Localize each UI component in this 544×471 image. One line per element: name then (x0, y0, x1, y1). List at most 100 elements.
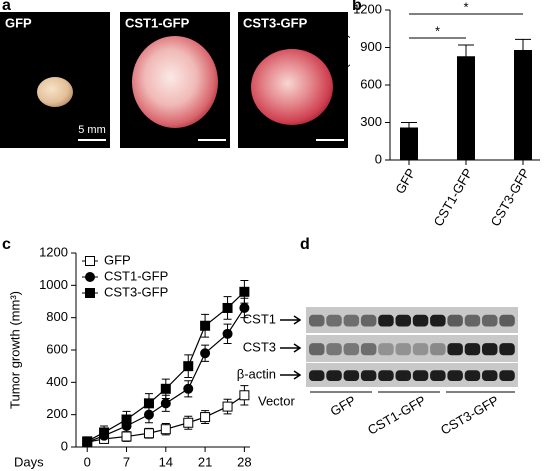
marker (200, 412, 211, 423)
vector-label: Vector (258, 393, 296, 408)
chart: 0 200 400 600 800 1000 1200 Tumor growth (mm³) 0… (7, 244, 251, 469)
y-tick-label: 1200 (39, 244, 68, 259)
y-tick-label: 600 (46, 341, 68, 356)
band (309, 314, 325, 327)
blot-row-label: β-actin (237, 366, 276, 381)
photo-label: CST1-GFP (125, 15, 190, 30)
western-blot: CST1 CST3 β-actin Vector GFP CST1-GFP CS… (237, 307, 518, 438)
marker (183, 417, 194, 428)
y-tick-label: 900 (360, 39, 382, 54)
panel-label: b (352, 0, 362, 14)
photo-label: GFP (5, 15, 32, 30)
band (378, 343, 394, 356)
panel-label: a (2, 0, 11, 14)
x-tick-label: 14 (159, 454, 173, 469)
marker (200, 320, 211, 331)
bar (400, 127, 418, 160)
y-axis-label: Tumor growth (mm³) (7, 291, 22, 409)
band (343, 343, 360, 356)
group-label: GFP (328, 393, 359, 419)
band (378, 370, 394, 381)
band (360, 370, 377, 381)
arrow (280, 315, 302, 325)
panel-label: d (300, 236, 310, 253)
scale-bar-label: 5 mm (78, 124, 106, 136)
band (309, 370, 325, 381)
band (430, 343, 446, 356)
band (309, 343, 325, 356)
y-tick-label: 0 (375, 151, 382, 166)
band (326, 343, 342, 356)
marker (200, 348, 211, 359)
x-tick-label: CST3-GFP (487, 166, 532, 229)
x-tick-label: CST1-GFP (430, 166, 475, 229)
x-tick-label: 21 (198, 454, 212, 469)
band (430, 370, 446, 381)
x-tick-label: 0 (84, 454, 91, 469)
marker (222, 302, 233, 313)
tumor (132, 36, 218, 128)
blot-row-label: CST1 (243, 311, 276, 326)
band (464, 370, 481, 381)
arrow (280, 343, 302, 353)
marker (99, 427, 110, 438)
band (464, 314, 481, 327)
blot-row-label: CST3 (243, 339, 276, 354)
band (395, 343, 411, 356)
band (412, 370, 429, 381)
marker (143, 428, 154, 439)
marker (239, 286, 250, 297)
y-tick-label: 200 (46, 406, 68, 421)
band (378, 314, 394, 327)
y-tick-label: 400 (46, 374, 68, 389)
band (447, 314, 463, 327)
photo-label: CST3-GFP (243, 15, 308, 30)
marker (121, 414, 132, 425)
band (499, 343, 515, 356)
marker (239, 302, 250, 313)
significance-label: * (463, 0, 468, 14)
x-tick-label: 28 (237, 454, 251, 469)
significance-label: * (435, 23, 440, 38)
tumor (251, 49, 333, 125)
marker (222, 328, 233, 339)
photo-panel: GFP 5 mm CST1-GFP CST3-GFP (0, 12, 348, 148)
x-axis-label: Days (14, 454, 44, 469)
band (447, 370, 463, 381)
y-tick-label: 1000 (39, 277, 68, 292)
bar (514, 50, 532, 160)
band (395, 314, 411, 327)
marker (183, 383, 194, 394)
band (482, 314, 498, 327)
series-line (87, 307, 245, 443)
x-tick-label: GFP (392, 166, 418, 197)
band (395, 370, 411, 381)
legend-marker (85, 256, 95, 266)
legend-label: CST3-GFP (104, 284, 168, 299)
arrow (280, 370, 302, 380)
marker (239, 390, 250, 401)
y-tick-label: 800 (46, 309, 68, 324)
band (343, 370, 360, 381)
series-line (86, 291, 245, 442)
panel-label: c (2, 236, 11, 253)
y-axis-label: Tumor size (mm³) (335, 34, 350, 136)
marker (160, 424, 171, 435)
group-label: CST1-GFP (365, 393, 428, 438)
band (360, 343, 377, 356)
marker (82, 436, 93, 447)
band (447, 343, 463, 356)
legend-label: GFP (104, 252, 131, 267)
y-tick-label: 600 (360, 76, 382, 91)
band (482, 343, 498, 356)
band (464, 343, 481, 356)
y-tick-label: 1200 (353, 1, 382, 16)
band (326, 370, 342, 381)
marker (222, 401, 233, 412)
legend-marker (85, 288, 95, 298)
marker (160, 398, 171, 409)
band (326, 314, 342, 327)
band (412, 314, 429, 327)
